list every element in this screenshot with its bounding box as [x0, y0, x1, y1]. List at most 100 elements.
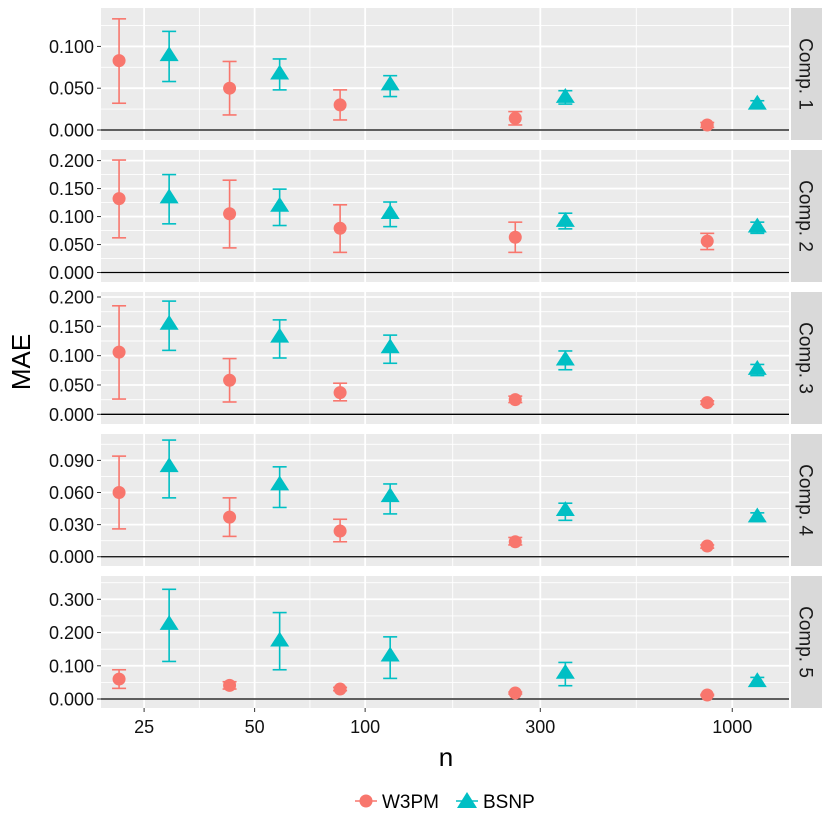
- y-tick-label: 0.050: [49, 375, 94, 395]
- facet-strip-label: Comp. 5: [795, 606, 816, 678]
- facet-strip-label: Comp. 3: [795, 322, 816, 394]
- data-point-circle: [333, 524, 347, 538]
- data-point-circle: [223, 373, 237, 387]
- data-point-circle: [333, 98, 347, 112]
- data-point-circle: [333, 386, 347, 400]
- data-point-triangle: [747, 672, 767, 688]
- x-tick-label: 300: [525, 717, 555, 737]
- y-tick-label: 0.150: [49, 317, 94, 337]
- data-point-circle: [112, 345, 126, 359]
- facet-strip-label: Comp. 1: [795, 38, 816, 110]
- x-tick-label: 100: [350, 717, 380, 737]
- series-w3pm: [112, 18, 715, 132]
- facet-panel: 0.000 0.050 0.100 Comp. 1: [49, 8, 822, 140]
- series-w3pm: [112, 159, 715, 254]
- facet-panels: 0.000 0.050 0.100 Comp. 1 0.000 0.050 0.100 0.1…: [49, 8, 822, 710]
- series-w3pm: [112, 668, 715, 702]
- y-tick-label: 0.050: [49, 235, 94, 255]
- y-tick-label: 0.050: [49, 79, 94, 99]
- data-point-triangle: [380, 204, 400, 220]
- data-point-triangle: [159, 615, 179, 630]
- y-tick-label: 0.000: [49, 263, 94, 283]
- data-point-circle: [223, 207, 237, 221]
- facet-strip: [791, 434, 822, 566]
- legend-key-circle: [359, 794, 373, 808]
- data-point-triangle: [270, 327, 290, 343]
- facet-panel: 0.000 0.050 0.100 0.150 0.200 Comp. 2: [49, 150, 822, 283]
- x-axis: 25 50 100 300 1000: [134, 708, 752, 737]
- data-point-circle: [223, 510, 237, 524]
- y-tick-label: 0.000: [49, 547, 94, 567]
- y-tick-label: 0.100: [49, 37, 94, 57]
- facet-strip: [791, 150, 822, 282]
- series-w3pm: [112, 455, 715, 553]
- x-tick-label: 50: [245, 717, 265, 737]
- data-point-triangle: [555, 88, 575, 103]
- data-point-triangle: [747, 507, 767, 523]
- y-tick-label: 0.090: [49, 451, 94, 471]
- y-tick-label: 0.200: [49, 151, 94, 171]
- data-point-triangle: [159, 188, 179, 204]
- y-tick-label: 0.300: [49, 590, 94, 610]
- facet-strip: [791, 576, 822, 708]
- panel-background: [101, 576, 789, 708]
- facet-panel: 0.000 0.030 0.060 0.090 Comp. 4: [49, 434, 822, 567]
- legend-entry-w3pm: W3PM: [355, 792, 439, 813]
- facet-strip: [791, 292, 822, 424]
- legend-label: W3PM: [382, 792, 439, 813]
- data-point-circle: [508, 230, 522, 244]
- data-point-triangle: [747, 217, 767, 233]
- data-point-circle: [700, 688, 714, 702]
- data-point-circle: [223, 81, 237, 95]
- data-point-circle: [700, 234, 714, 248]
- legend: W3PM BSNP: [355, 792, 535, 813]
- series-bsnp: [159, 173, 767, 235]
- data-point-circle: [508, 686, 522, 700]
- facet-strip-label: Comp. 2: [795, 180, 816, 252]
- y-tick-label: 0.100: [49, 656, 94, 676]
- data-point-triangle: [270, 64, 290, 80]
- data-point-circle: [508, 393, 522, 407]
- y-tick-label: 0.100: [49, 207, 94, 227]
- y-tick-label: 0.000: [49, 690, 94, 710]
- facet-panel: 0.000 0.100 0.200 0.300 Comp. 5: [49, 576, 822, 710]
- y-tick-label: 0.200: [49, 623, 94, 643]
- data-point-triangle: [159, 46, 179, 62]
- data-point-triangle: [270, 196, 290, 212]
- data-point-triangle: [380, 338, 400, 354]
- data-point-triangle: [380, 487, 400, 503]
- data-point-triangle: [270, 631, 290, 647]
- panel-background: [101, 292, 789, 424]
- series-bsnp: [159, 588, 767, 688]
- data-point-circle: [333, 682, 347, 696]
- legend-key-triangle: [457, 792, 477, 808]
- y-tick-label: 0.100: [49, 346, 94, 366]
- y-tick-label: 0.030: [49, 515, 94, 535]
- data-point-triangle: [159, 314, 179, 330]
- data-point-circle: [112, 192, 126, 206]
- data-point-circle: [508, 535, 522, 549]
- series-w3pm: [112, 304, 715, 410]
- panel-background: [101, 8, 789, 140]
- x-tick-label: 1000: [712, 717, 752, 737]
- data-point-circle: [508, 111, 522, 125]
- facet-strip: [791, 8, 822, 140]
- panel-background: [101, 434, 789, 566]
- data-point-triangle: [555, 350, 575, 366]
- series-bsnp: [159, 300, 767, 377]
- facet-strip-label: Comp. 4: [795, 464, 816, 536]
- data-point-circle: [112, 672, 126, 686]
- data-point-triangle: [555, 501, 575, 517]
- data-point-triangle: [747, 94, 767, 110]
- series-bsnp: [159, 439, 767, 523]
- x-axis-title: n: [439, 742, 453, 772]
- data-point-triangle: [159, 457, 179, 473]
- y-tick-label: 0.000: [49, 405, 94, 425]
- data-point-triangle: [555, 211, 575, 227]
- y-axis-title: MAE: [6, 334, 36, 390]
- y-tick-label: 0.060: [49, 483, 94, 503]
- data-point-circle: [700, 539, 714, 553]
- y-tick-label: 0.150: [49, 179, 94, 199]
- legend-entry-bsnp: BSNP: [456, 792, 535, 813]
